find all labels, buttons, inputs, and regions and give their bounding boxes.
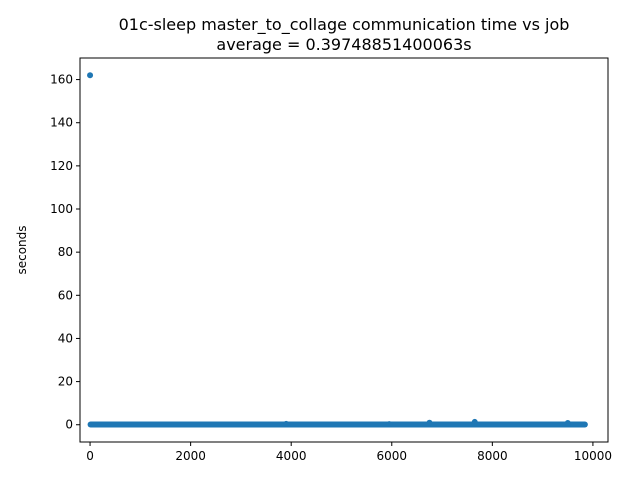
- x-tick-label: 4000: [276, 449, 307, 463]
- x-tick-label: 0: [86, 449, 94, 463]
- y-tick-label: 160: [50, 73, 73, 87]
- y-tick-label: 120: [50, 159, 73, 173]
- data-point: [564, 420, 571, 427]
- data-point: [426, 419, 433, 426]
- data-point: [283, 420, 290, 427]
- x-tick-label: 10000: [574, 449, 612, 463]
- y-tick-label: 0: [65, 418, 73, 432]
- plot-frame: [79, 57, 609, 443]
- y-tick-label: 140: [50, 116, 73, 130]
- y-tick-label: 80: [58, 245, 73, 259]
- chart-title: 01c-sleep master_to_collage communicatio…: [119, 15, 570, 35]
- data-point: [471, 418, 478, 425]
- plot-area: 0 20 40 60 80 100 120 140 160 0 2000 4000 6000 8000 10…: [50, 57, 612, 463]
- y-axis-label: seconds: [15, 225, 29, 274]
- y-tick-label: 40: [58, 331, 73, 345]
- y-tick-label: 100: [50, 202, 73, 216]
- x-tick-label: 6000: [376, 449, 407, 463]
- chart-subtitle: average = 0.39748851400063s: [216, 35, 471, 54]
- y-tick-label: 20: [58, 375, 73, 389]
- data-point-cluster: [87, 421, 588, 428]
- y-tick-label: 60: [58, 288, 73, 302]
- data-point: [87, 72, 94, 79]
- x-tick-label: 8000: [477, 449, 508, 463]
- x-tick-label: 2000: [175, 449, 206, 463]
- data-point: [386, 421, 393, 428]
